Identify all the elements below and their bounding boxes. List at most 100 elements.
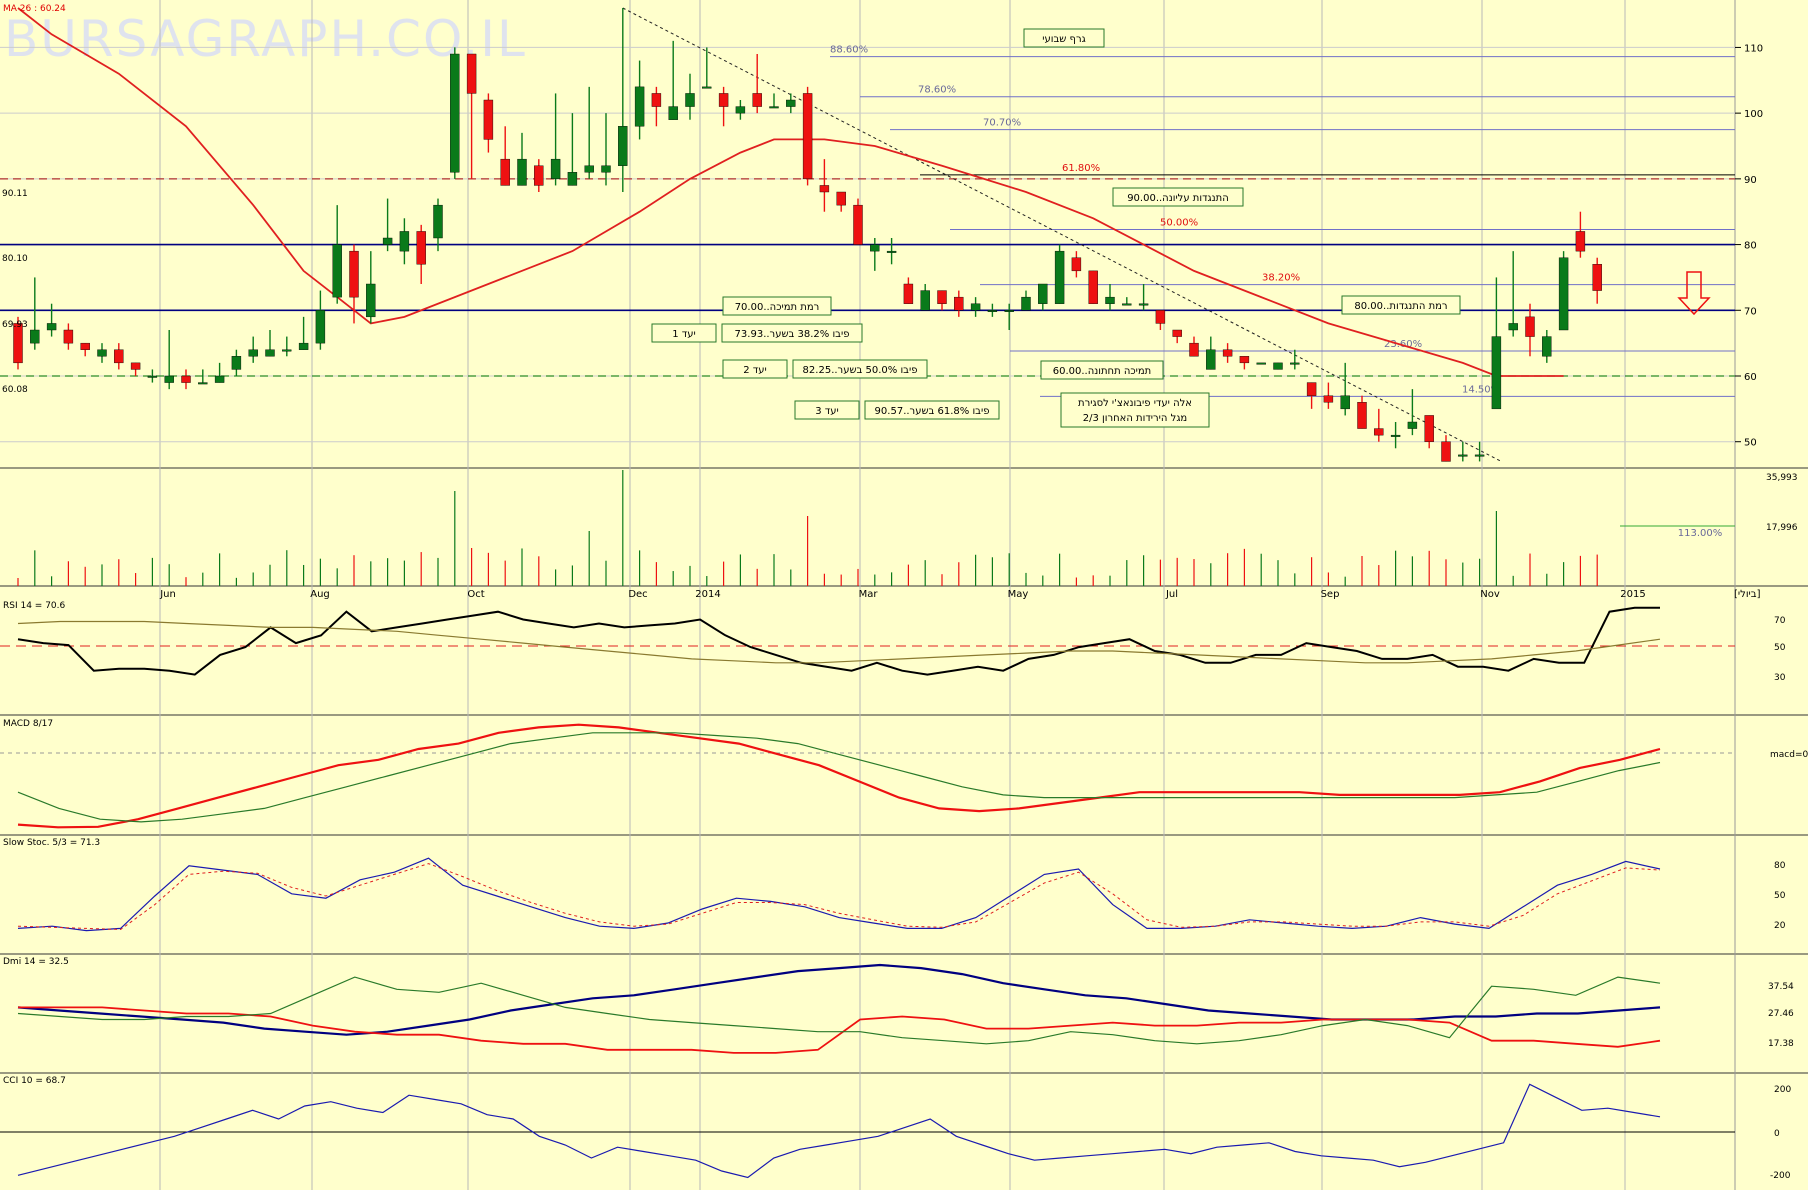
candle-body: [80, 342, 90, 350]
fibo-level-50-00-label: 50.00%: [1160, 217, 1198, 228]
candle: [1357, 395, 1367, 429]
stoch-label: Slow Stoc. 5/3 = 71.3: [3, 838, 100, 848]
left-price-label-4: 60.08: [2, 385, 28, 395]
candle: [584, 86, 594, 179]
candle: [1458, 441, 1468, 462]
time-label: Aug: [310, 589, 330, 600]
candle: [1222, 343, 1233, 363]
price-tick-label: 90: [1744, 175, 1757, 186]
candle: [819, 159, 830, 212]
candle-body: [231, 356, 242, 370]
candle-body: [1105, 296, 1115, 304]
candle-body: [1474, 454, 1485, 457]
candle: [702, 47, 712, 89]
annotation-fibo-3: פיבו 61.8% בשער..90.57: [864, 400, 1000, 420]
ma-line: [17, 7, 1564, 377]
candle: [1290, 349, 1300, 370]
candle-body: [1306, 382, 1317, 396]
candle: [870, 238, 880, 271]
candle-body: [1323, 395, 1334, 403]
candle: [1558, 251, 1569, 331]
candle-body: [1592, 264, 1602, 291]
candle: [1441, 435, 1451, 462]
candle: [1021, 290, 1031, 311]
candle-body: [164, 375, 174, 383]
candle: [164, 330, 174, 390]
time-label: Jun: [159, 589, 176, 600]
svg-text:רמת תמיכה..70.00: רמת תמיכה..70.00: [735, 302, 820, 313]
indicator-panels: [0, 606, 1735, 1179]
candle-body: [970, 303, 981, 311]
candle: [1155, 310, 1166, 330]
dmi-label: Dmi 14 = 32.5: [3, 957, 69, 967]
stoch-d-line: [17, 863, 1661, 931]
stoch-tick-80: 80: [1774, 861, 1786, 871]
annotation-resist-upper: התנגדות עליונה..90.00: [1112, 187, 1244, 207]
candle-body: [1575, 231, 1586, 252]
candle-body: [1407, 421, 1418, 429]
candle-body: [1458, 454, 1468, 457]
price-tick-label: 110: [1744, 43, 1763, 54]
candle: [46, 303, 57, 337]
candle-body: [786, 99, 796, 107]
candle: [450, 47, 460, 179]
candle: [500, 126, 510, 186]
candle-body: [1390, 434, 1401, 437]
macd-line: [17, 723, 1661, 829]
candle-body: [147, 375, 158, 378]
annotation-support-level: רמת תמיכה..70.00: [722, 296, 832, 316]
candle: [685, 73, 695, 120]
candle-body: [181, 375, 191, 383]
time-label: Jul: [1165, 589, 1178, 600]
candle-body: [550, 158, 561, 180]
candle: [802, 86, 813, 186]
candle: [466, 53, 477, 179]
candle-body: [954, 296, 964, 311]
candle: [298, 316, 309, 350]
candle: [315, 290, 326, 350]
candle: [332, 205, 342, 304]
candle-body: [30, 329, 40, 344]
candle-body: [1508, 323, 1518, 331]
time-label: 2015: [1620, 589, 1645, 600]
candle: [1306, 382, 1317, 409]
candle-body: [1054, 250, 1065, 304]
candle: [937, 290, 947, 311]
fibo-level-61-80-label: 61.80%: [1062, 163, 1100, 174]
candle-body: [198, 382, 208, 385]
fibo-level-14-50-label: 14.50%: [1462, 384, 1500, 395]
candle: [231, 349, 242, 376]
candle: [1004, 303, 1014, 330]
trendline: [622, 7, 1502, 462]
candle: [954, 290, 964, 317]
candle-body: [584, 165, 594, 173]
candle-body: [735, 106, 746, 114]
candle: [769, 93, 779, 109]
candle: [30, 277, 40, 350]
candle: [903, 277, 914, 304]
candle-body: [1206, 349, 1216, 370]
left-price-label-3: 69.93: [2, 320, 28, 330]
dmi-minus-line: [18, 1006, 1661, 1054]
candle: [1189, 336, 1199, 357]
candle: [1592, 257, 1602, 304]
candle: [718, 86, 729, 127]
candle: [1323, 382, 1334, 409]
candle-body: [886, 250, 897, 253]
candle-body: [1172, 329, 1182, 337]
svg-text:אלה יעדי פיבונאצ'י לסגירת: אלה יעדי פיבונאצ'י לסגירת: [1078, 398, 1192, 409]
candle-body: [903, 283, 914, 304]
down-arrow-icon: [1677, 271, 1711, 316]
candle-body: [802, 93, 813, 180]
candle-body: [46, 323, 57, 331]
annotation-fibo-2: פיבו 50.0% בשער..82.25: [792, 359, 928, 379]
candle: [198, 369, 208, 385]
candle: [550, 93, 561, 186]
candle-body: [248, 349, 258, 357]
candle-body: [1424, 415, 1434, 442]
candle: [786, 93, 796, 114]
annotation-weekly: גרף שבועי: [1023, 28, 1105, 48]
candle: [1474, 441, 1485, 462]
candle: [63, 323, 74, 350]
time-label: Oct: [467, 589, 484, 600]
